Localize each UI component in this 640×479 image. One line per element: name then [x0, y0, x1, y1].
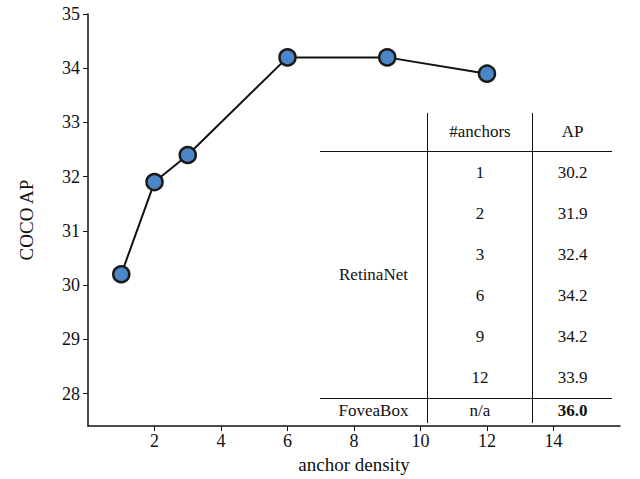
svg-text:anchor density: anchor density	[298, 454, 410, 475]
html-text:AP: AP	[561, 122, 584, 141]
html-text:12: 12	[471, 367, 489, 387]
svg-text:35: 35	[62, 4, 80, 24]
svg-text:29: 29	[62, 329, 80, 349]
html-text:30.2: 30.2	[557, 162, 588, 182]
html-text:33.9: 33.9	[557, 367, 588, 387]
html-text:#anchors: #anchors	[449, 122, 511, 141]
html-text:2: 2	[475, 203, 485, 223]
html-text:1: 1	[475, 162, 485, 182]
svg-text:14: 14	[545, 431, 563, 451]
html-text:RetinaNet: RetinaNet	[339, 265, 408, 284]
html-text:36.0: 36.0	[557, 401, 588, 420]
svg-text:28: 28	[62, 384, 80, 404]
html-text:3: 3	[475, 244, 485, 264]
svg-text:33: 33	[62, 112, 80, 132]
svg-text:32: 32	[62, 167, 80, 187]
html-text:n/a: n/a	[469, 401, 491, 420]
svg-text:10: 10	[412, 431, 430, 451]
html-text:FoveaBox: FoveaBox	[338, 401, 409, 420]
svg-text:4: 4	[217, 431, 226, 451]
svg-text:30: 30	[62, 275, 80, 295]
svg-text:COCO AP: COCO AP	[16, 180, 37, 261]
html-text:32.4: 32.4	[557, 244, 588, 264]
html-text:6: 6	[475, 285, 485, 305]
svg-text:6: 6	[283, 431, 292, 451]
html-text:31.9: 31.9	[557, 203, 588, 223]
html-text:34.2: 34.2	[557, 326, 588, 346]
svg-text:8: 8	[350, 431, 359, 451]
svg-text:12: 12	[478, 431, 496, 451]
svg-text:2: 2	[150, 431, 159, 451]
html-text:34.2: 34.2	[557, 285, 588, 305]
svg-text:34: 34	[62, 58, 80, 78]
html-text:9: 9	[475, 326, 485, 346]
svg-text:31: 31	[62, 221, 80, 241]
